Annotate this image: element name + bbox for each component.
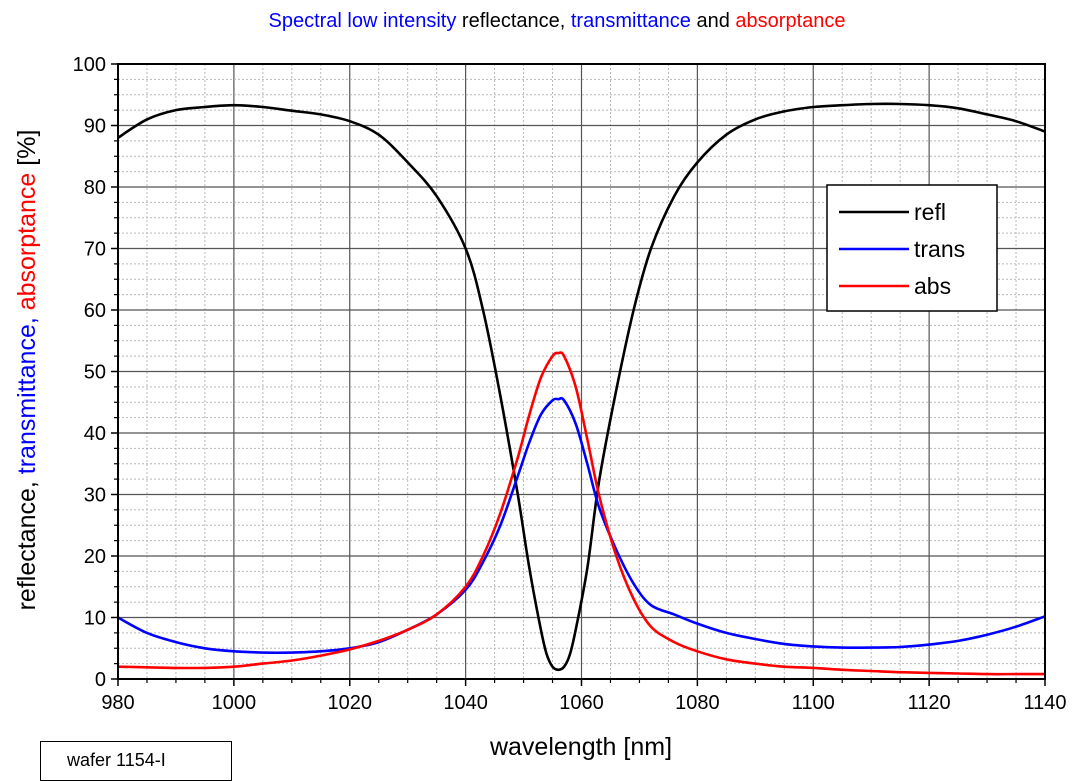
y-tick-label: 30	[84, 485, 106, 507]
y-tick-label: 50	[84, 362, 106, 384]
legend: refl trans abs	[826, 184, 998, 312]
series-line-trans	[117, 396, 1046, 655]
y-tick-label: 100	[73, 54, 106, 76]
x-tick-label: 1000	[212, 692, 257, 714]
x-tick-label: 980	[101, 692, 134, 714]
y-tick-label: 40	[84, 423, 106, 445]
plot-series	[117, 102, 1046, 676]
x-tick-label: 1120	[908, 692, 951, 714]
chart-title-part: transmittance	[571, 10, 691, 32]
chart-title-part: and	[691, 10, 735, 32]
y-axis-title: reflectance, transmittance, absorptance …	[13, 130, 41, 611]
chart-title-part: Spectral low intensity	[269, 10, 462, 32]
series-line-refl	[117, 102, 1046, 672]
x-tick-label: 1060	[559, 692, 604, 714]
x-axis-title: wavelength [nm]	[489, 733, 672, 761]
chart-title: Spectral low intensity reflectance, tran…	[269, 10, 846, 32]
axis-ticks: 980 1000 1020 1040 1060 1080 1100 1120 114001020…	[73, 54, 1067, 714]
x-tick-label: 1040	[443, 692, 488, 714]
y-axis-title-part: reflectance,	[13, 474, 41, 610]
sample-label-box: wafer 1154-I	[40, 741, 232, 781]
x-tick-label: 1080	[675, 692, 720, 714]
x-tick-label: 1140	[1023, 692, 1066, 714]
grid	[118, 64, 1045, 679]
y-tick-label: 60	[84, 300, 106, 322]
sample-label: wafer 1154-I	[67, 750, 166, 770]
legend-label-refl: refl	[914, 199, 946, 225]
y-tick-label: 90	[84, 116, 106, 138]
x-tick-label: 1020	[328, 692, 373, 714]
y-axis-title-part: absorptance	[13, 173, 41, 311]
legend-label-trans: trans	[914, 236, 965, 262]
y-tick-label: 80	[84, 177, 106, 199]
legend-label-abs: abs	[914, 273, 951, 299]
x-tick-label: 1100	[792, 692, 835, 714]
y-axis-title-part: [%]	[13, 130, 41, 173]
chart-title-part: reflectance,	[462, 10, 571, 32]
y-tick-label: 20	[84, 546, 106, 568]
series-line-abs	[117, 351, 1045, 676]
chart-title-part: absorptance	[735, 10, 845, 32]
y-axis-title-part: transmittance,	[13, 310, 41, 474]
y-tick-label: 0	[95, 669, 106, 691]
y-tick-label: 10	[84, 608, 106, 630]
y-tick-label: 70	[84, 239, 106, 261]
